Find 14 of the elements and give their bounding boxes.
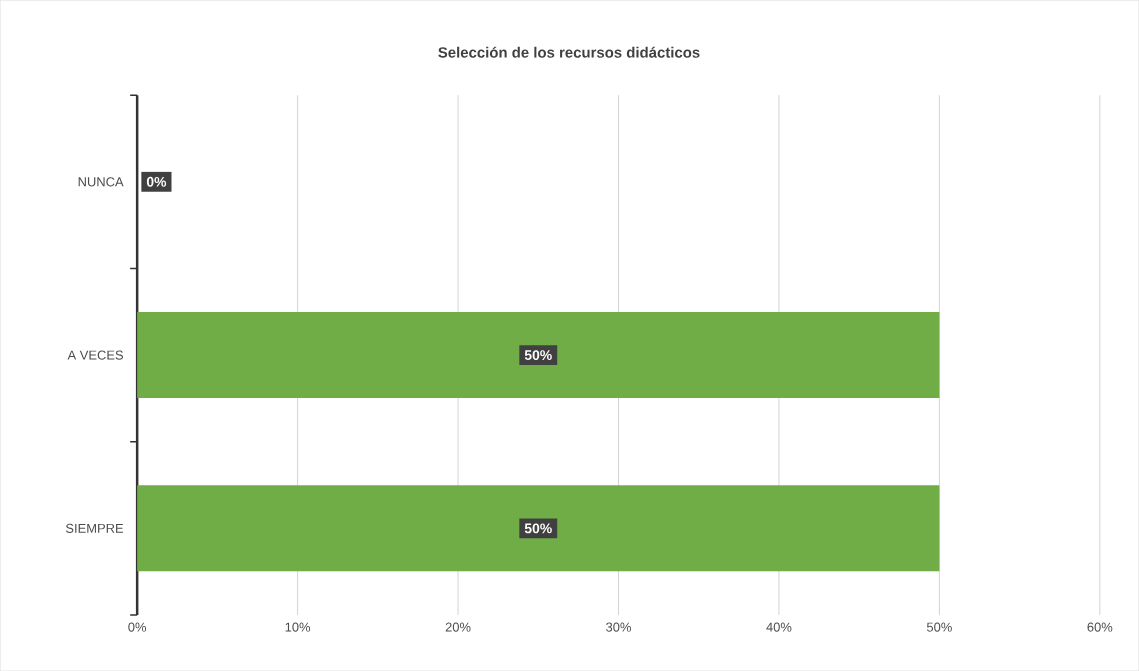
x-tick-label: 50% xyxy=(926,622,952,632)
data-label: 0% xyxy=(146,176,167,187)
x-tick-label: 10% xyxy=(285,622,311,632)
x-tick-label: 40% xyxy=(766,622,792,632)
y-tick-label: NUNCA xyxy=(78,177,124,187)
chart-title: Selección de los recursos didácticos xyxy=(438,46,700,58)
data-label: 50% xyxy=(524,523,552,534)
x-tick-label: 0% xyxy=(128,622,147,632)
x-tick-label: 20% xyxy=(445,622,471,632)
y-tick-label: A VECES xyxy=(67,350,124,360)
y-tick-label: SIEMPRE xyxy=(65,523,124,533)
x-tick-label: 60% xyxy=(1087,622,1113,632)
x-tick-label: 30% xyxy=(606,622,631,632)
data-label: 50% xyxy=(524,350,552,360)
